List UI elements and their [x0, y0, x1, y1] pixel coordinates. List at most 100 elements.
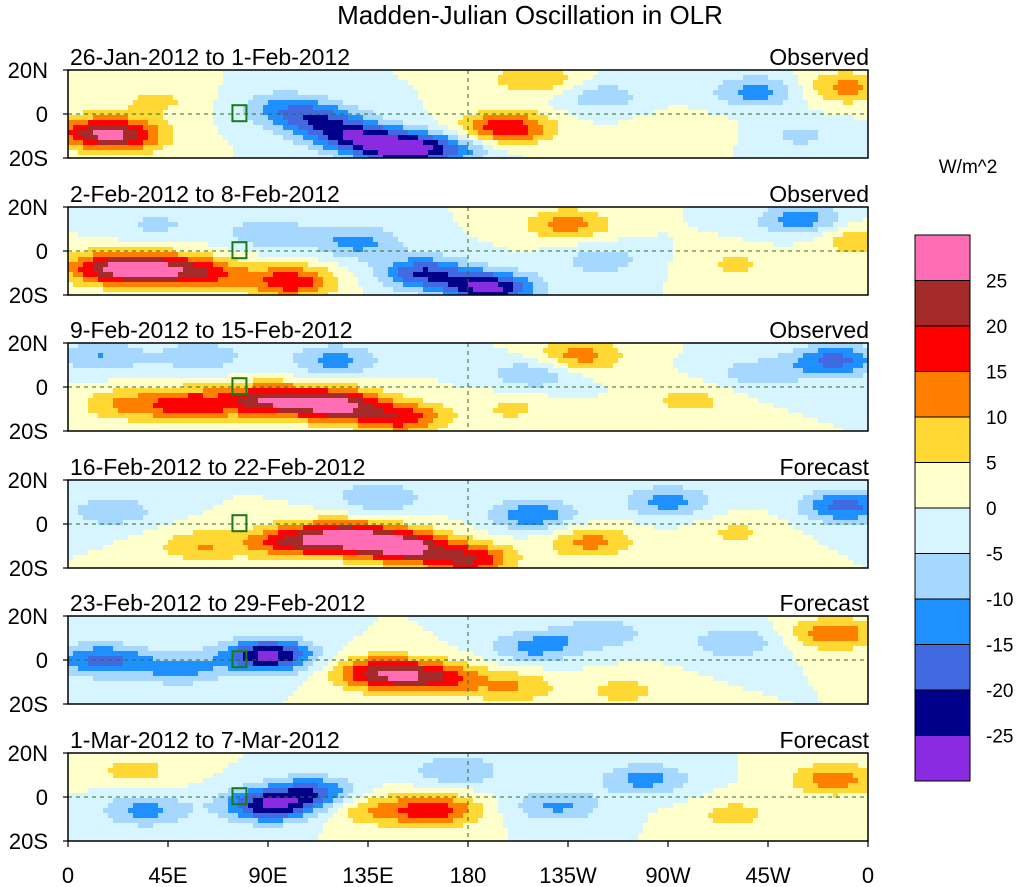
heatmap-cell [203, 222, 209, 228]
heatmap-cell [693, 155, 699, 158]
heatmap-cell [238, 70, 244, 76]
heatmap-cell [133, 155, 139, 158]
heatmap-cell [208, 85, 214, 91]
heatmap-cell [198, 145, 204, 151]
heatmap-cell [398, 90, 404, 96]
heatmap-cell [373, 227, 379, 233]
heatmap-cell [383, 80, 389, 86]
heatmap-cell [473, 70, 479, 76]
heatmap-cell [73, 207, 79, 213]
heatmap-cell [488, 100, 494, 106]
heatmap-cell [253, 207, 259, 213]
heatmap-cell [453, 80, 459, 86]
heatmap-cell [228, 232, 234, 238]
heatmap-cell [738, 100, 744, 106]
heatmap-cell [103, 262, 109, 268]
heatmap-cell [388, 252, 394, 258]
heatmap-cell [568, 80, 574, 86]
heatmap-cell [768, 115, 774, 121]
heatmap-cell [218, 247, 224, 253]
heatmap-cell [413, 242, 419, 248]
heatmap-cell [663, 85, 669, 91]
heatmap-cell [463, 105, 469, 111]
heatmap-cell [458, 155, 464, 158]
heatmap-cell [253, 70, 259, 76]
heatmap-cell [663, 247, 669, 253]
heatmap-cell [663, 115, 669, 121]
heatmap-cell [598, 100, 604, 106]
heatmap-cell [643, 115, 649, 121]
heatmap-cell [838, 75, 844, 81]
heatmap-cell [553, 120, 559, 126]
heatmap-cell [578, 242, 584, 248]
heatmap-cell [618, 125, 624, 131]
heatmap-cell [263, 130, 269, 136]
heatmap-cell [848, 110, 854, 116]
heatmap-cell [738, 232, 744, 238]
heatmap-cell [253, 130, 259, 136]
heatmap-cell [408, 105, 414, 111]
heatmap-cell [728, 110, 734, 116]
heatmap-cell [663, 237, 669, 243]
heatmap-cell [218, 115, 224, 121]
heatmap-cell [833, 145, 839, 151]
heatmap-cell [488, 150, 494, 156]
heatmap-cell [698, 227, 704, 233]
heatmap-cell [158, 232, 164, 238]
heatmap-cell [173, 150, 179, 156]
heatmap-cell [768, 267, 774, 273]
heatmap-cell [323, 135, 329, 141]
heatmap-cell [258, 70, 264, 76]
heatmap-cell [293, 242, 299, 248]
heatmap-cell [563, 217, 569, 223]
heatmap-cell [603, 222, 609, 228]
heatmap-cell [233, 115, 239, 121]
heatmap-cell [753, 237, 759, 243]
heatmap-cell [428, 207, 434, 213]
heatmap-cell [203, 105, 209, 111]
heatmap-cell [408, 110, 414, 116]
heatmap-cell [163, 207, 169, 213]
heatmap-cell [93, 217, 99, 223]
heatmap-cell [463, 115, 469, 121]
heatmap-cell [453, 247, 459, 253]
heatmap-cell [353, 95, 359, 101]
heatmap-cell [168, 217, 174, 223]
heatmap-cell [438, 100, 444, 106]
heatmap-cell [128, 130, 134, 136]
heatmap-cell [273, 145, 279, 151]
heatmap-cell [668, 115, 674, 121]
heatmap-cell [273, 125, 279, 131]
heatmap-cell [263, 155, 269, 158]
heatmap-cell [128, 267, 134, 273]
heatmap-cell [543, 70, 549, 76]
heatmap-cell [548, 130, 554, 136]
heatmap-cell [273, 232, 279, 238]
heatmap-cell [163, 140, 169, 146]
heatmap-cell [783, 125, 789, 131]
heatmap-cell [823, 110, 829, 116]
heatmap-cell [338, 242, 344, 248]
heatmap-cell [388, 232, 394, 238]
heatmap-cell [833, 150, 839, 156]
heatmap-cell [783, 247, 789, 253]
heatmap-cell [863, 257, 868, 263]
heatmap-cell [323, 207, 329, 213]
heatmap-cell [723, 155, 729, 158]
heatmap-cell [573, 130, 579, 136]
heatmap-cell [373, 105, 379, 111]
heatmap-cell [733, 222, 739, 228]
heatmap-cell [783, 95, 789, 101]
heatmap-cell [293, 110, 299, 116]
heatmap-cell [768, 75, 774, 81]
heatmap-cell [773, 110, 779, 116]
heatmap-cell [443, 150, 449, 156]
heatmap-cell [168, 257, 174, 263]
heatmap-cell [278, 100, 284, 106]
heatmap-cell [393, 267, 399, 273]
heatmap-cell [73, 135, 79, 141]
heatmap-cell [438, 247, 444, 253]
heatmap-cell [543, 85, 549, 91]
heatmap-cell [428, 257, 434, 263]
heatmap-cell [578, 120, 584, 126]
